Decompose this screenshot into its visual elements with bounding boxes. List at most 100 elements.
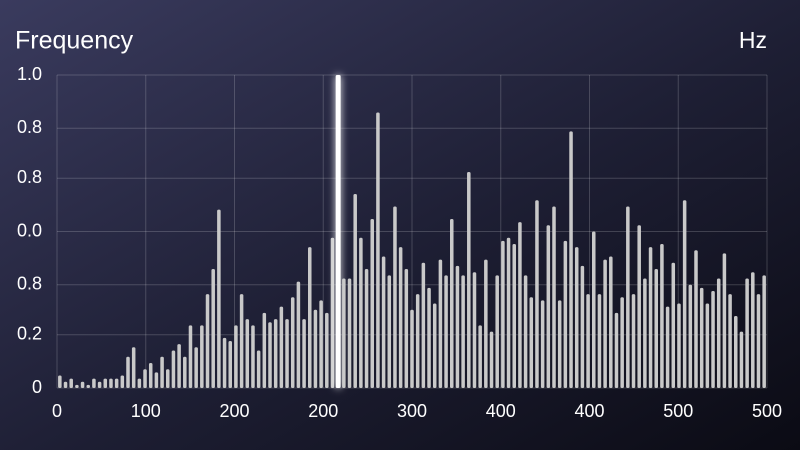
bar	[580, 265, 585, 388]
bar	[103, 378, 108, 388]
bar	[251, 325, 255, 388]
bar	[484, 259, 488, 388]
bar	[86, 384, 91, 388]
x-tick-label: 200	[308, 401, 338, 421]
bar	[421, 262, 426, 388]
bar	[393, 206, 397, 388]
bar	[245, 319, 250, 388]
bar	[620, 297, 624, 388]
bar	[131, 347, 136, 388]
bar	[461, 275, 465, 388]
bar	[597, 294, 602, 388]
bar	[188, 325, 193, 388]
y-tick-label: 0	[32, 377, 42, 397]
bar	[279, 306, 284, 388]
bar	[648, 247, 653, 388]
x-tick-label: 400	[574, 401, 604, 421]
bar	[217, 209, 221, 388]
bar	[415, 294, 420, 388]
bar	[370, 218, 375, 388]
bar	[722, 253, 727, 388]
x-tick-label: 0	[52, 401, 62, 421]
bar	[234, 325, 238, 388]
x-tick-label: 100	[131, 401, 161, 421]
bar	[137, 378, 142, 388]
bar	[591, 231, 596, 388]
bar	[472, 272, 477, 388]
bar	[58, 375, 62, 388]
bar	[705, 303, 710, 388]
bar	[660, 244, 664, 388]
x-tick-label: 500	[663, 401, 693, 421]
bar	[739, 331, 744, 388]
bar	[381, 256, 386, 388]
x-tick-label: 200	[219, 401, 249, 421]
y-tick-label: 0.8	[17, 117, 42, 137]
bar	[200, 325, 204, 388]
bar	[495, 275, 499, 388]
bar	[512, 244, 517, 388]
bar	[92, 378, 96, 388]
bar	[427, 287, 431, 388]
bars	[58, 75, 766, 388]
bar	[614, 312, 619, 388]
tick-labels: 0 0.2 0.8 0.0 0.8 0.8 1.0 0 100 200 200 300 400 400 50…	[17, 64, 782, 421]
y-tick-label: 0.8	[17, 167, 42, 187]
bar	[290, 297, 295, 388]
x-tick-label: 400	[486, 401, 516, 421]
bar	[489, 331, 494, 388]
bar	[603, 259, 607, 388]
bar	[574, 247, 579, 388]
bar	[506, 237, 511, 388]
bar	[699, 287, 704, 388]
bar	[518, 222, 522, 388]
bar	[449, 218, 454, 388]
bar	[296, 281, 301, 388]
bar	[677, 303, 681, 388]
bar	[222, 337, 227, 388]
bar	[535, 200, 539, 388]
bar	[410, 309, 414, 388]
bar	[546, 225, 551, 388]
bar	[438, 259, 443, 388]
bar	[364, 269, 369, 388]
bar	[762, 275, 766, 388]
bar	[609, 256, 613, 388]
bar	[302, 319, 306, 388]
bar	[154, 372, 159, 388]
bar	[171, 350, 176, 388]
bar	[194, 347, 198, 388]
bar	[733, 316, 738, 388]
bar	[183, 356, 187, 388]
bar	[665, 306, 670, 388]
bar	[455, 265, 460, 388]
bar	[501, 240, 505, 388]
bar	[273, 319, 278, 388]
bar	[353, 193, 357, 388]
bar	[126, 356, 130, 388]
bar	[688, 284, 693, 388]
bar	[69, 378, 73, 388]
x-tick-label: 500	[752, 401, 782, 421]
bar	[325, 312, 329, 388]
bar	[268, 322, 272, 388]
bar	[444, 275, 448, 388]
bar	[569, 131, 573, 388]
bar	[552, 206, 556, 388]
bar	[467, 172, 471, 388]
bar	[682, 200, 687, 388]
bar	[671, 262, 676, 388]
bar	[307, 247, 312, 388]
bar	[376, 112, 380, 388]
highlighted-bar	[335, 75, 341, 388]
bar	[563, 240, 568, 388]
bar	[347, 278, 352, 388]
bar	[143, 369, 147, 388]
bar	[205, 294, 210, 388]
bar	[586, 294, 590, 388]
bar	[637, 225, 641, 388]
chart-title: Frequency	[15, 27, 134, 55]
bar	[404, 269, 409, 388]
bar	[80, 381, 85, 388]
